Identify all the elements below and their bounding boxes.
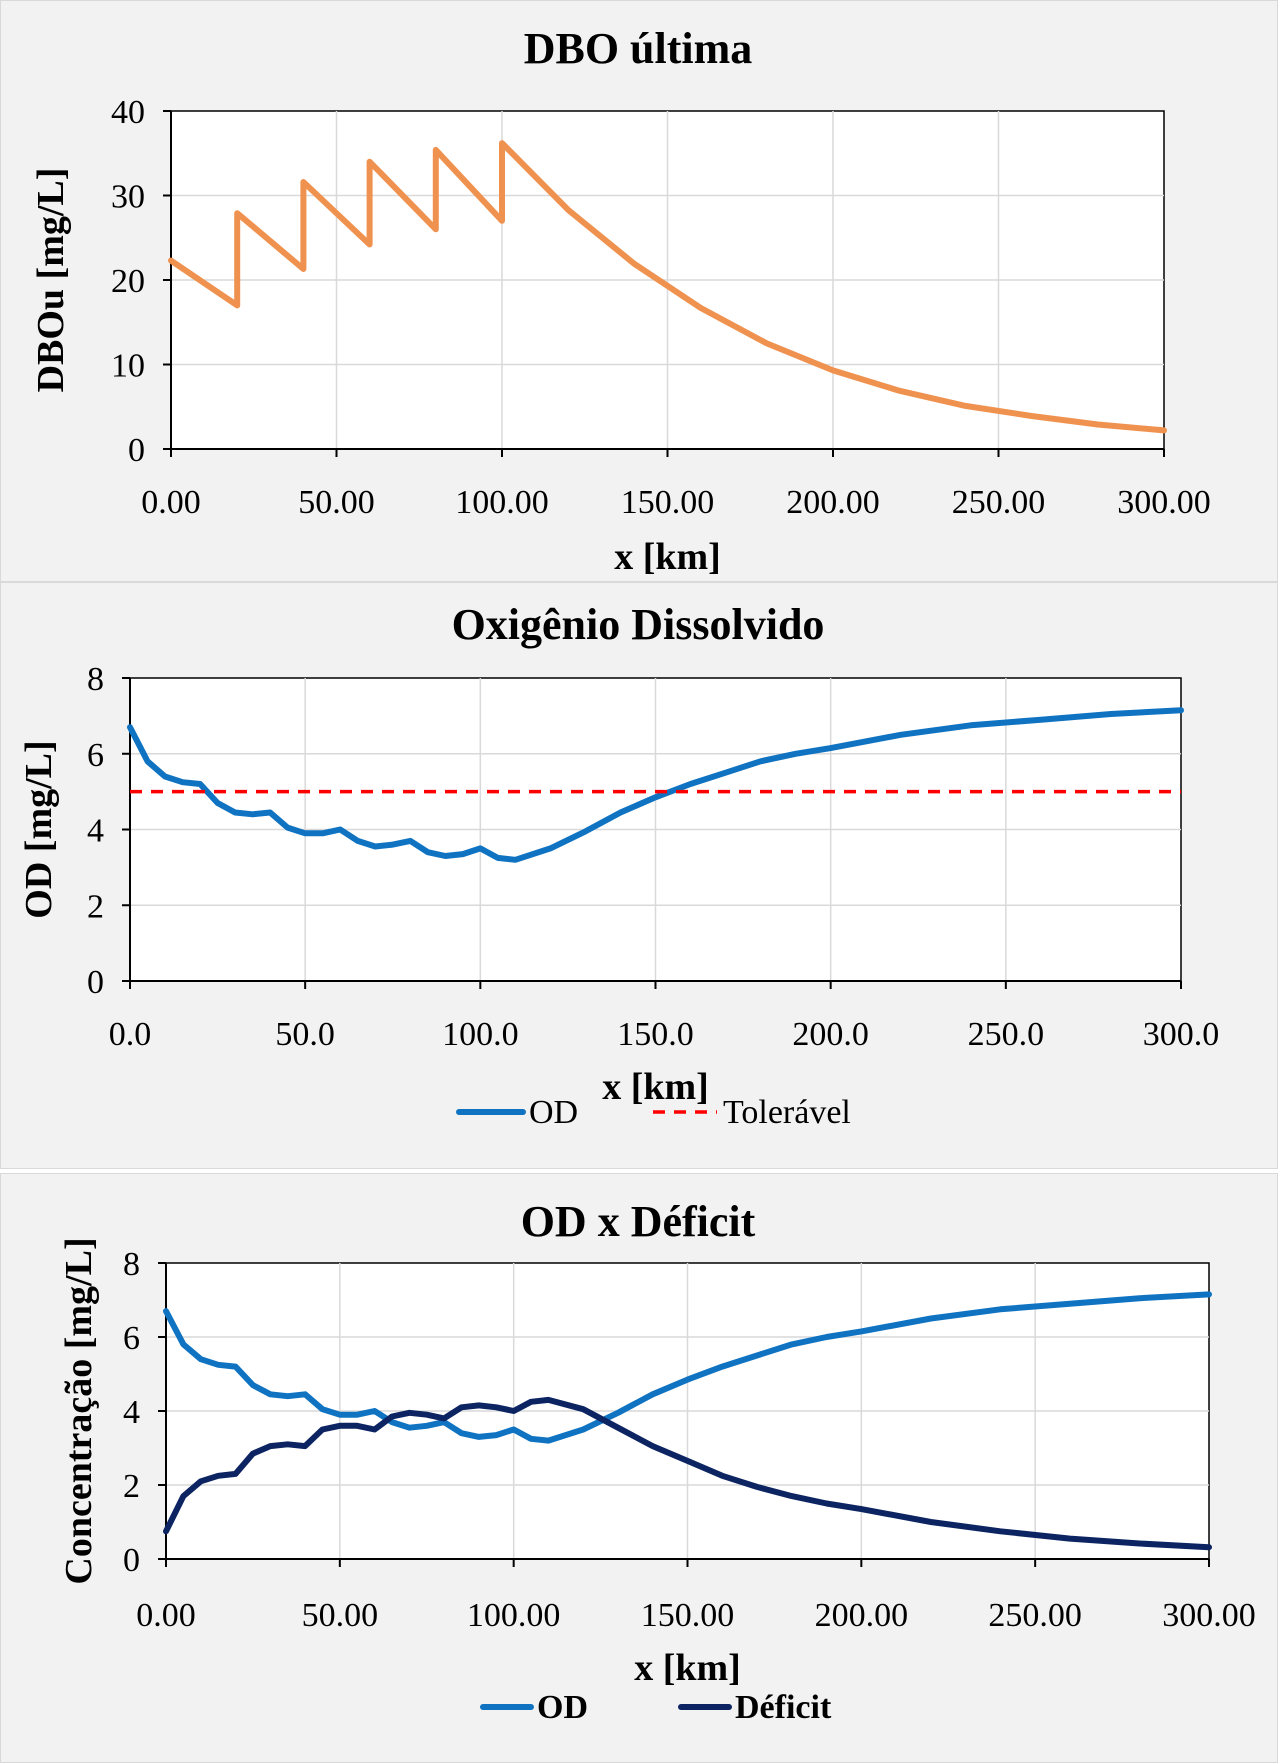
x-tick-label: 300.0 <box>1143 1016 1220 1053</box>
y-tick-label: 8 <box>87 661 104 698</box>
x-tick-label: 300.00 <box>1117 484 1211 521</box>
dbo-chart-panel: DBO última 0.00 50.00 100.00 150.00 200.00 250… <box>0 0 1278 582</box>
x-tick-label: 100.0 <box>442 1016 519 1053</box>
x-tick-label: 300.00 <box>1162 1597 1256 1634</box>
series-line-od <box>163 1291 1212 1444</box>
x-tick-label: 50.00 <box>298 484 375 521</box>
od-chart: Oxigênio Dissolvido 0.0 50.0 100.0 150.0 200.… <box>18 600 1220 1131</box>
legend-label: OD <box>537 1689 588 1726</box>
y-tick-label: 0 <box>128 432 145 469</box>
x-tick-label: 250.00 <box>952 484 1046 521</box>
x-tick-label: 50.00 <box>302 1597 379 1634</box>
x-tick-label: 150.00 <box>641 1597 735 1634</box>
x-axis-title: x [km] <box>634 1647 741 1689</box>
x-tick-label: 0.00 <box>136 1597 196 1634</box>
x-tick-label: 50.0 <box>275 1016 335 1053</box>
chart-title: Oxigênio Dissolvido <box>452 600 825 649</box>
od-deficit-chart: OD x Déficit 0.00 50.00 100.00 150.00 200.00 2… <box>58 1197 1256 1726</box>
y-axis-title: DBOu [mg/L] <box>30 168 72 393</box>
y-tick-label: 6 <box>87 737 104 774</box>
legend-label: Déficit <box>735 1689 832 1726</box>
series-line-deficit <box>163 1396 1212 1551</box>
x-axis-title: x [km] <box>614 536 721 578</box>
y-tick-label: 30 <box>111 179 145 216</box>
x-tick-label: 200.00 <box>815 1597 909 1634</box>
y-tick-label: 2 <box>87 888 104 925</box>
x-tick-label: 100.00 <box>455 484 549 521</box>
chart-title: DBO última <box>524 24 753 73</box>
y-tick-label: 40 <box>111 94 145 131</box>
x-tick-label: 150.00 <box>621 484 715 521</box>
chart-title: OD x Déficit <box>521 1197 756 1246</box>
x-tick-label: 200.00 <box>786 484 880 521</box>
x-axis-title: x [km] <box>602 1066 709 1108</box>
x-tick-label: 200.0 <box>792 1016 869 1053</box>
series-line-od <box>127 707 1184 863</box>
dbo-chart: DBO última 0.00 50.00 100.00 150.00 200.00 250… <box>30 24 1211 578</box>
x-tick-label: 0.00 <box>141 484 201 521</box>
x-tick-label: 100.00 <box>467 1597 561 1634</box>
y-tick-label: 0 <box>123 1542 140 1579</box>
y-tick-label: 6 <box>123 1320 140 1357</box>
x-tick-label: 0.0 <box>109 1016 152 1053</box>
y-tick-label: 0 <box>87 964 104 1001</box>
y-tick-label: 4 <box>123 1394 140 1431</box>
x-tick-label: 150.0 <box>617 1016 694 1053</box>
y-tick-label: 20 <box>111 263 145 300</box>
legend-label: Tolerável <box>723 1094 851 1131</box>
legend-label: OD <box>529 1094 578 1131</box>
y-axis-title: Concentração [mg/L] <box>58 1237 100 1584</box>
y-tick-label: 8 <box>123 1246 140 1283</box>
y-axis-title: OD [mg/L] <box>18 740 60 918</box>
y-tick-label: 10 <box>111 348 145 385</box>
series-line <box>168 140 1167 434</box>
od-chart-panel: Oxigênio Dissolvido 0.0 50.0 100.0 150.0 200.… <box>0 582 1278 1169</box>
y-tick-label: 4 <box>87 813 104 850</box>
y-tick-label: 2 <box>123 1468 140 1505</box>
x-tick-label: 250.00 <box>988 1597 1082 1634</box>
od-deficit-chart-panel: OD x Déficit 0.00 50.00 100.00 150.00 200.00 2… <box>0 1173 1278 1763</box>
x-tick-label: 250.0 <box>968 1016 1045 1053</box>
